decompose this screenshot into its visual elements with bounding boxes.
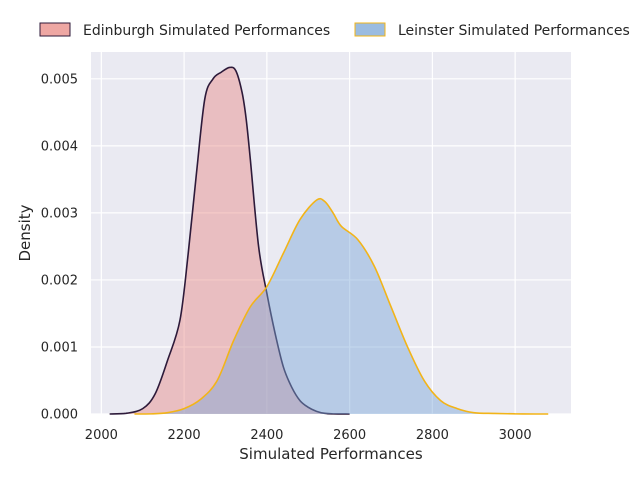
legend-swatch-leinster [354,22,386,37]
grid-lines [91,52,571,415]
y-axis-label: Density [16,204,34,261]
density-line-edinburgh [109,66,350,415]
series-layer [109,66,549,415]
x-tick-label: 2800 [416,428,449,443]
plot-background [91,52,571,414]
y-tick-label: 0.005 [41,72,78,87]
x-tick-label: 2600 [333,428,366,443]
y-tick-label: 0.001 [41,340,78,355]
x-axis-ticks: 2000 2200 2400 2600 2800 3000 [85,428,532,443]
y-tick-label: 0.002 [41,273,78,288]
legend-label-edinburgh: Edinburgh Simulated Performances [83,23,330,39]
legend-label-leinster: Leinster Simulated Performances [398,23,630,39]
y-tick-label: 0.003 [41,206,78,221]
x-tick-label: 3000 [499,428,532,443]
y-axis-ticks: 0.000 0.001 0.002 0.003 0.004 0.005 [41,72,78,422]
legend: Edinburgh Simulated Performances Leinste… [39,22,630,39]
density-area-leinster [134,198,549,414]
y-tick-label: 0.000 [41,408,78,423]
y-tick-label: 0.004 [41,139,78,154]
legend-swatch-edinburgh [39,22,71,37]
x-tick-label: 2000 [85,428,118,443]
density-area-edinburgh [109,67,350,414]
x-axis-label: Simulated Performances [239,445,423,463]
density-line-leinster [134,197,549,415]
x-tick-label: 2400 [250,428,283,443]
x-tick-label: 2200 [168,428,201,443]
